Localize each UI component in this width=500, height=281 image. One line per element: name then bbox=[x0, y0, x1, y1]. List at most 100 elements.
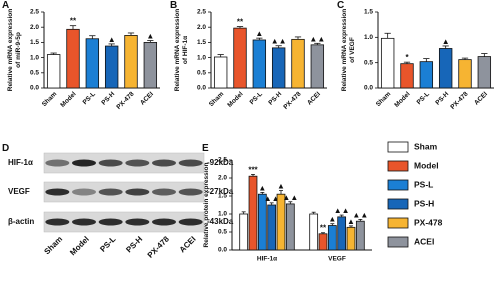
x-tick-label: Model bbox=[393, 91, 411, 109]
x-tick-label: ACEI bbox=[473, 91, 489, 107]
protein-label: β-actin bbox=[8, 217, 34, 226]
significance-mark: ▲ bbox=[146, 32, 154, 41]
blot-band bbox=[72, 159, 96, 167]
panel-letter: A bbox=[2, 0, 9, 11]
y-axis-label: Relative mRNA expression bbox=[341, 9, 348, 92]
y-tick-label: 1.5 bbox=[218, 193, 227, 200]
bar bbox=[309, 213, 319, 251]
y-tick-label: 0.0 bbox=[30, 85, 39, 92]
significance-mark: ▲ bbox=[328, 215, 336, 224]
y-tick-label: 1.0 bbox=[197, 54, 206, 61]
bar bbox=[276, 193, 286, 251]
significance-mark: ▲ bbox=[258, 183, 266, 192]
bar bbox=[337, 216, 347, 251]
significance-mark: ▲ bbox=[255, 29, 263, 38]
legend-label: ACEI bbox=[414, 236, 434, 246]
lane-label: Model bbox=[68, 235, 91, 258]
significance-mark: ▲ bbox=[442, 37, 450, 46]
blot-band bbox=[98, 159, 123, 167]
blot-strip bbox=[43, 211, 205, 233]
lane-label: PX-478 bbox=[146, 234, 172, 260]
significance-mark: ▲▲ bbox=[334, 206, 350, 215]
legend-swatch bbox=[387, 141, 409, 153]
y-tick-label: 0.5 bbox=[218, 229, 227, 236]
x-tick-label: Model bbox=[226, 91, 244, 109]
bar bbox=[346, 226, 356, 251]
blot-band bbox=[178, 218, 203, 226]
x-tick-label: VEGF bbox=[328, 256, 346, 263]
blot-band bbox=[125, 159, 150, 167]
bar bbox=[271, 47, 286, 89]
y-tick-label: 0.5 bbox=[197, 70, 206, 77]
y-tick-label: 1.5 bbox=[197, 39, 206, 46]
blot-band bbox=[72, 188, 96, 196]
y-axis-label: of VEGF bbox=[349, 37, 356, 63]
bar bbox=[252, 39, 267, 89]
bar bbox=[310, 44, 325, 89]
x-tick-label: ACEI bbox=[139, 91, 155, 107]
significance-mark: ** bbox=[237, 18, 244, 27]
legend-swatch bbox=[387, 217, 409, 229]
significance-mark: ▲▲ bbox=[352, 210, 368, 219]
y-tick-label: 2.0 bbox=[218, 175, 227, 182]
panel-letter: C bbox=[337, 0, 344, 11]
y-axis-label: Relative mRNA expression bbox=[7, 9, 14, 92]
significance-mark: ▲▲ bbox=[282, 193, 298, 202]
lane-label: ACEI bbox=[178, 235, 198, 255]
bar bbox=[327, 225, 337, 251]
x-tick-label: PS-H bbox=[267, 90, 283, 106]
y-axis-label: Relative protein expression bbox=[203, 163, 210, 248]
bar bbox=[419, 61, 434, 89]
blot-band bbox=[45, 218, 70, 226]
bar bbox=[400, 63, 414, 89]
size-label: -43kDa bbox=[207, 217, 234, 226]
bar bbox=[267, 204, 277, 251]
blot-band bbox=[98, 188, 123, 196]
legend-swatch bbox=[387, 160, 409, 172]
blot-band bbox=[152, 159, 176, 167]
x-tick-label: Sham bbox=[208, 91, 226, 109]
panel-letter: D bbox=[2, 143, 9, 154]
x-tick-label: PX-478 bbox=[115, 90, 136, 111]
y-tick-label: 1.0 bbox=[218, 211, 227, 218]
x-tick-label: PX-478 bbox=[449, 90, 470, 111]
significance-mark: ▲▲ bbox=[309, 34, 325, 43]
blot-band bbox=[152, 218, 176, 226]
x-tick-label: PS-H bbox=[434, 90, 450, 106]
blot-band bbox=[178, 159, 203, 167]
y-tick-label: 1.0 bbox=[30, 54, 39, 61]
bar bbox=[104, 45, 119, 89]
bar bbox=[355, 220, 365, 251]
y-tick-label: 1.5 bbox=[30, 39, 39, 46]
blot-band bbox=[45, 159, 70, 167]
y-tick-label: 2.0 bbox=[30, 24, 39, 31]
significance-mark: *** bbox=[248, 165, 258, 174]
size-label: -92kDa bbox=[207, 158, 234, 167]
y-tick-label: 2.5 bbox=[30, 9, 39, 16]
panel-letter: B bbox=[170, 0, 177, 11]
legend-label: Sham bbox=[414, 141, 438, 151]
y-axis-label: Relative mRNA expression bbox=[174, 9, 181, 92]
x-tick-label: Sham bbox=[375, 91, 393, 109]
bar bbox=[248, 175, 258, 251]
significance-mark: ▲ bbox=[108, 35, 116, 44]
blot-band bbox=[125, 218, 150, 226]
y-tick-label: 2.5 bbox=[218, 157, 227, 164]
blot-band bbox=[152, 188, 176, 196]
legend-label: Model bbox=[414, 160, 439, 170]
significance-mark: ▲ bbox=[347, 217, 355, 226]
legend-label: PX-478 bbox=[414, 217, 443, 227]
legend-swatch bbox=[387, 179, 409, 191]
significance-mark: ▲▲ bbox=[271, 37, 287, 46]
significance-mark: ** bbox=[70, 17, 77, 26]
blot-band bbox=[98, 218, 123, 226]
bar bbox=[66, 28, 80, 89]
y-tick-label: 0.5 bbox=[30, 70, 39, 77]
x-tick-label: ACEI bbox=[306, 91, 322, 107]
y-tick-label: 2.5 bbox=[197, 9, 206, 16]
x-tick-label: PS-H bbox=[100, 90, 116, 106]
bar bbox=[85, 38, 100, 89]
x-tick-label: PX-478 bbox=[282, 90, 303, 111]
